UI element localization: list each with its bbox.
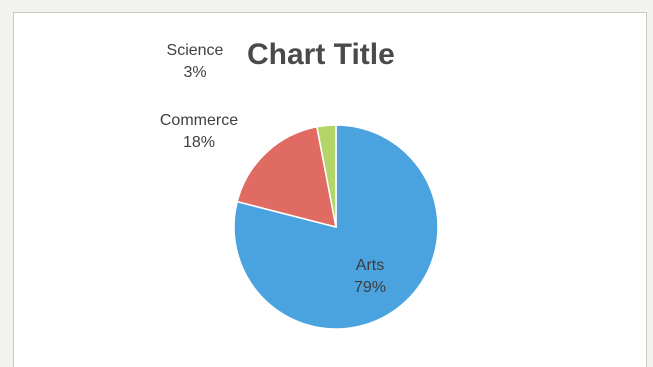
pie-slice-arts xyxy=(233,124,439,330)
slice-value-commerce: 18% xyxy=(183,134,215,151)
slice-label-science: Science xyxy=(167,42,224,59)
slice-value-science: 3% xyxy=(183,64,206,81)
slice-label-arts: Arts xyxy=(356,257,384,274)
slice-value-arts: 79% xyxy=(354,279,386,296)
pie-slice-science xyxy=(316,124,337,228)
slice-label-commerce: Commerce xyxy=(160,112,238,129)
chart-title: Chart Title xyxy=(247,38,395,71)
pie-slice-commerce xyxy=(236,125,337,229)
